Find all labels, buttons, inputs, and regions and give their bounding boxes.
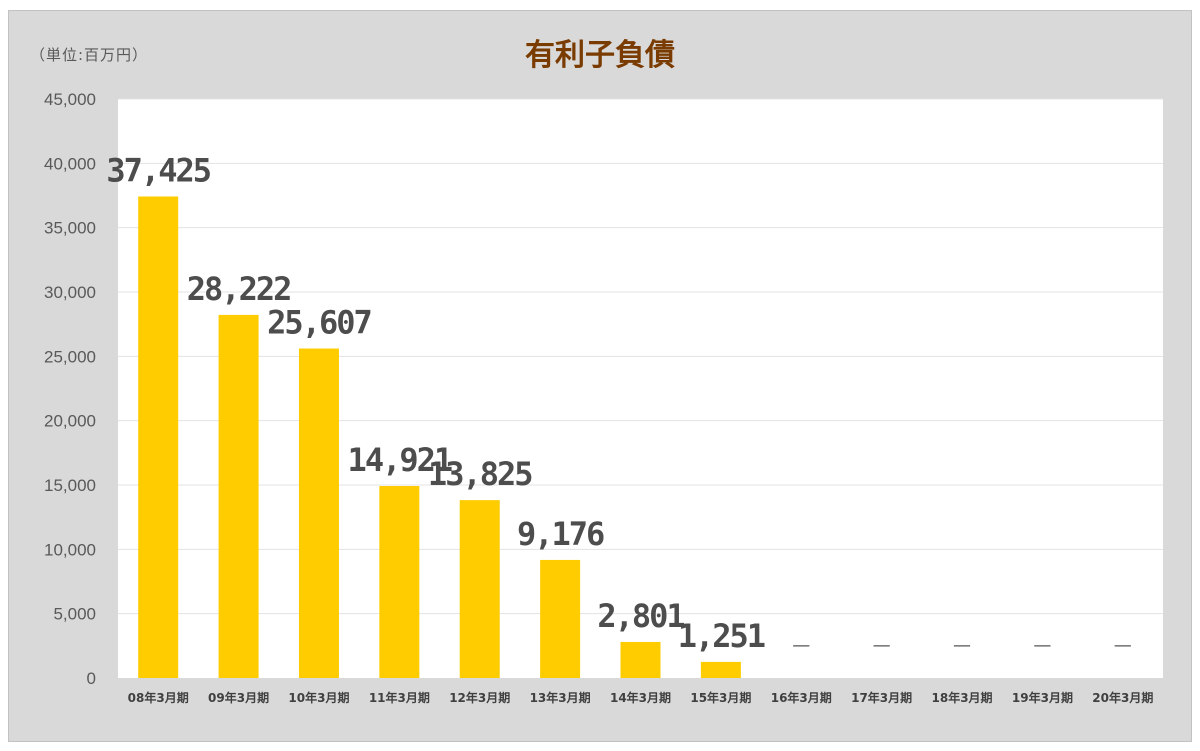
bar (218, 314, 259, 678)
data-label: 13,825 (428, 455, 532, 493)
y-tick-label: 35,000 (44, 219, 96, 238)
x-tick-label: 09年3月期 (208, 690, 269, 705)
bar (138, 196, 179, 678)
y-tick-label: 40,000 (44, 154, 96, 173)
data-label: 14,921 (348, 441, 452, 479)
data-label: — (1033, 635, 1051, 656)
x-tick-label: 14年3月期 (610, 690, 671, 705)
bar (620, 641, 661, 678)
x-tick-label: 11年3月期 (369, 690, 430, 705)
plot-area (118, 99, 1163, 678)
bar (540, 559, 581, 678)
data-label: 9,176 (517, 515, 604, 553)
y-tick-label: 30,000 (44, 283, 96, 302)
bar (298, 348, 339, 678)
y-tick-label: 45,000 (44, 90, 96, 109)
x-tick-label: 10年3月期 (288, 690, 349, 705)
x-tick-label: 12年3月期 (449, 690, 510, 705)
x-tick-label: 17年3月期 (851, 690, 912, 705)
y-tick-label: 5,000 (53, 605, 96, 624)
data-label: 25,607 (267, 304, 371, 342)
y-axis-ticks: 0 5,000 10,000 15,000 20,000 25,000 30,000 35,0… (44, 90, 96, 688)
x-tick-label: 15年3月期 (690, 690, 751, 705)
x-tick-label: 16年3月期 (771, 690, 832, 705)
y-tick-label: 15,000 (44, 476, 96, 495)
y-tick-label: 20,000 (44, 412, 96, 431)
bar (700, 661, 741, 678)
y-tick-label: 0 (87, 669, 96, 688)
data-label: 28,222 (187, 270, 291, 308)
y-tick-label: 25,000 (44, 347, 96, 366)
y-tick-label: 10,000 (44, 540, 96, 559)
data-label: — (953, 635, 971, 656)
x-axis-ticks: 08年3月期 09年3月期 10年3月期 11年3月期 12年3月期 13年3月期 14年3… (128, 690, 1154, 705)
gridlines (118, 98, 1163, 615)
data-label: 2,801 (597, 597, 684, 635)
bars (138, 196, 741, 678)
bar (459, 500, 500, 678)
data-label: — (1114, 635, 1132, 656)
x-tick-label: 20年3月期 (1092, 690, 1153, 705)
chart-title: 有利子負債 (525, 38, 675, 73)
x-tick-label: 08年3月期 (128, 690, 189, 705)
bar (379, 486, 420, 678)
data-label: 1,251 (678, 617, 765, 655)
x-tick-label: 18年3月期 (932, 690, 993, 705)
unit-label: （単位:百万円） (30, 46, 149, 64)
x-tick-label: 19年3月期 (1012, 690, 1073, 705)
data-label: 37,425 (106, 151, 210, 189)
x-tick-label: 13年3月期 (530, 690, 591, 705)
data-label: — (792, 635, 810, 656)
data-label: — (873, 635, 891, 656)
